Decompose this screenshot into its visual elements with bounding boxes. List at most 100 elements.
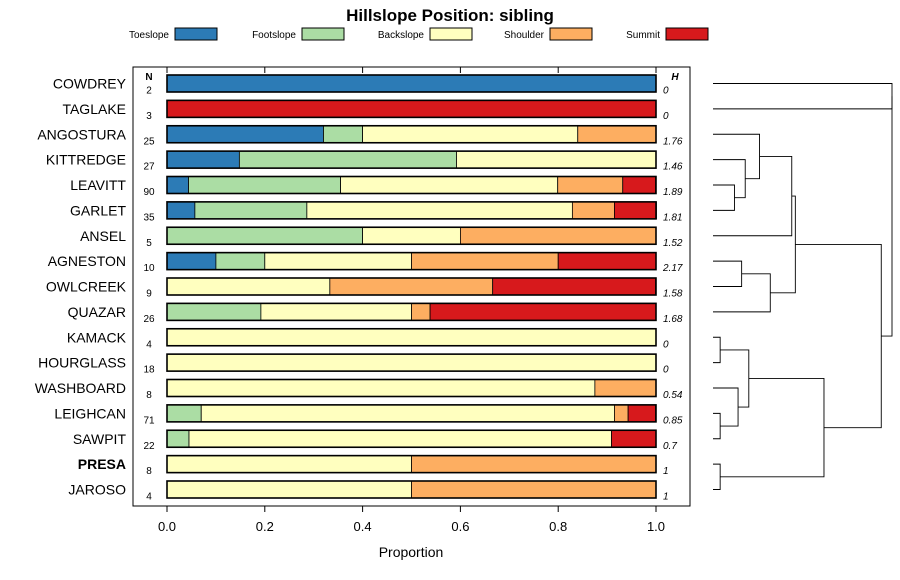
bar-kittredge-toeslope [166, 150, 240, 169]
row-label-kittredge: KITTREDGE [46, 152, 126, 168]
h-value-quazar: 1.68 [663, 314, 683, 325]
bar-agneston-summit [557, 252, 657, 271]
bar-ansel-backslope [362, 226, 461, 245]
dendrogram-merge-10 [720, 349, 750, 408]
dendrogram-merge-5 [713, 156, 793, 237]
legend-label-footslope: Footslope [252, 30, 296, 41]
n-value-jaroso: 4 [146, 492, 152, 503]
h-value-jaroso: 1 [663, 492, 669, 503]
x-tick-label-1: 0.2 [256, 519, 274, 534]
row-label-leighcan: LEIGHCAN [54, 405, 126, 421]
h-value-kamack: 0 [663, 339, 669, 350]
dendrogram-merge-11 [713, 463, 721, 490]
bar-quazar-footslope [166, 302, 262, 321]
n-value-leighcan: 71 [143, 415, 155, 426]
row-label-garlet: GARLET [70, 202, 126, 218]
n-header: N [145, 72, 152, 83]
dendrogram-merge-12 [720, 378, 825, 478]
bar-quazar-shoulder [411, 302, 431, 321]
dendrogram-merge-13 [795, 244, 882, 429]
bar-leighcan-shoulder [614, 404, 629, 423]
plot-frame [132, 66, 691, 507]
bar-washboard-backslope [166, 379, 596, 397]
bar-outline-ansel [166, 226, 657, 246]
h-value-washboard: 0.54 [663, 390, 683, 401]
legend-swatch-backslope [429, 27, 473, 41]
row-label-quazar: QUAZAR [68, 304, 126, 320]
bar-kamack-backslope [166, 328, 657, 347]
bar-hourglass-backslope [166, 353, 657, 372]
bar-jaroso-shoulder [411, 480, 657, 499]
bar-outline-washboard [166, 378, 657, 398]
legend-swatch-toeslope [174, 27, 218, 41]
bar-angostura-backslope [362, 125, 579, 144]
bar-presa-shoulder [411, 455, 657, 474]
bar-leavitt-shoulder [557, 176, 624, 194]
h-header: H [671, 72, 679, 83]
bar-owlcreek-backslope [166, 277, 331, 296]
bar-leavitt-toeslope [166, 176, 189, 194]
bar-owlcreek-summit [492, 277, 656, 296]
bar-quazar-backslope [260, 302, 412, 321]
row-label-agneston: AGNESTON [48, 253, 126, 269]
row-label-presa: PRESA [78, 456, 126, 472]
n-value-kamack: 4 [146, 339, 152, 350]
dendrogram-merge-7 [713, 336, 721, 364]
n-value-taglake: 3 [146, 111, 152, 122]
bar-jaroso-backslope [166, 480, 412, 499]
bar-garlet-backslope [306, 201, 573, 220]
dendrogram-merge-15 [881, 96, 893, 337]
bar-sawpit-backslope [188, 429, 612, 448]
dendrogram-merge-9 [713, 387, 739, 427]
bar-outline-jaroso [166, 480, 657, 499]
x-tick-label-2: 0.4 [354, 519, 372, 534]
h-value-agneston: 2.17 [662, 263, 683, 274]
bar-cowdrey-toeslope [166, 74, 657, 93]
legend-swatch-summit [665, 27, 709, 41]
bar-garlet-summit [614, 201, 657, 220]
bar-garlet-footslope [194, 201, 308, 220]
bar-angostura-footslope [323, 125, 364, 144]
bar-agneston-shoulder [411, 252, 559, 271]
bar-outline-kittredge [166, 150, 657, 169]
bar-outline-cowdrey [166, 74, 657, 93]
row-label-owlcreek: OWLCREEK [46, 279, 127, 295]
legend-label-toeslope: Toeslope [129, 30, 169, 41]
bar-ansel-footslope [166, 226, 364, 245]
bar-outline-hourglass [166, 353, 657, 372]
n-value-garlet: 35 [143, 212, 155, 223]
h-value-leighcan: 0.85 [663, 415, 683, 426]
n-value-owlcreek: 9 [146, 289, 152, 300]
n-value-presa: 8 [146, 466, 152, 477]
row-label-angostura: ANGOSTURA [37, 126, 126, 142]
dendrogram-merge-8 [713, 412, 721, 440]
dendrogram-merge-3 [713, 260, 743, 287]
dendrogram-merge-2 [713, 133, 760, 180]
n-value-hourglass: 18 [143, 365, 155, 376]
bar-outline-taglake [166, 99, 657, 119]
n-value-angostura: 25 [143, 136, 155, 147]
bar-outline-angostura [166, 124, 657, 144]
bar-quazar-summit [429, 302, 657, 321]
bar-leighcan-footslope [166, 404, 202, 423]
h-value-kittredge: 1.46 [663, 162, 683, 173]
n-value-cowdrey: 2 [146, 86, 152, 97]
n-value-sawpit: 22 [143, 441, 155, 452]
bar-ansel-shoulder [459, 226, 657, 245]
legend-swatch-footslope [301, 27, 345, 41]
row-label-washboard: WASHBOARD [35, 380, 126, 396]
row-label-leavitt: LEAVITT [70, 177, 126, 193]
legend-swatch-shoulder [549, 27, 593, 41]
row-label-hourglass: HOURGLASS [38, 355, 126, 371]
bar-leavitt-summit [622, 176, 656, 194]
x-tick-label-4: 0.8 [549, 519, 567, 534]
legend-label-summit: Summit [626, 30, 660, 41]
bar-agneston-backslope [264, 252, 412, 271]
h-value-owlcreek: 1.58 [663, 289, 683, 300]
n-value-kittredge: 27 [143, 162, 155, 173]
h-value-leavitt: 1.89 [663, 187, 683, 198]
legend-label-shoulder: Shoulder [504, 30, 545, 41]
bar-outline-leavitt [166, 175, 657, 195]
bar-outline-sawpit [166, 429, 657, 449]
